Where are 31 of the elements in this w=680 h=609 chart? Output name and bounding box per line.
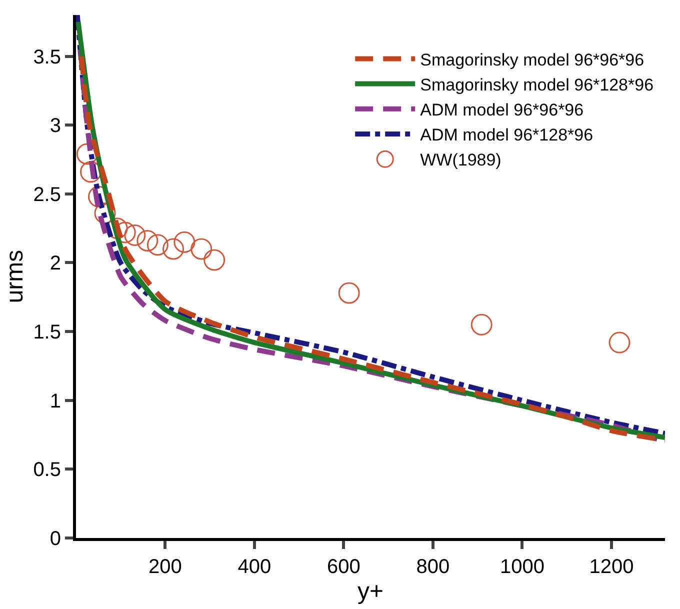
x-tick-label: 600	[327, 556, 360, 578]
y-tick-label: 2.5	[33, 184, 61, 206]
point	[204, 249, 226, 271]
point	[174, 231, 196, 253]
x-axis-title: y+	[357, 578, 384, 605]
point	[136, 230, 158, 252]
point	[470, 314, 492, 336]
x-tick-label: 1000	[500, 556, 544, 578]
legend-label: WW(1989)	[420, 150, 502, 170]
y-tick-label: 0.5	[33, 459, 61, 482]
y-axis-title: urms	[1, 250, 28, 304]
point	[124, 224, 146, 246]
x-tick-label: 1200	[589, 556, 634, 578]
y-tick-label: 0	[50, 528, 61, 550]
y-tick-label: 1.5	[33, 322, 61, 344]
point	[146, 234, 168, 256]
legend-label: Smagorinsky model 96*128*96	[420, 75, 654, 94]
legend-label: Smagorinsky model 96*96*96	[420, 50, 644, 70]
x-tick-label: 400	[238, 556, 272, 578]
point	[608, 332, 630, 354]
point	[338, 282, 360, 304]
legend-label: ADM model 96*128*96	[420, 126, 594, 145]
y-tick-label: 3	[50, 115, 61, 138]
x-tick-label: 800	[416, 556, 450, 578]
point	[190, 238, 212, 260]
y-tick-label: 3.5	[33, 46, 61, 68]
point	[162, 238, 184, 260]
y-tick-label: 1	[50, 390, 61, 412]
x-tick-label: 200	[148, 556, 182, 578]
legend-label: ADM model 96*96*96	[420, 100, 584, 120]
y-tick-label: 2	[50, 252, 61, 275]
